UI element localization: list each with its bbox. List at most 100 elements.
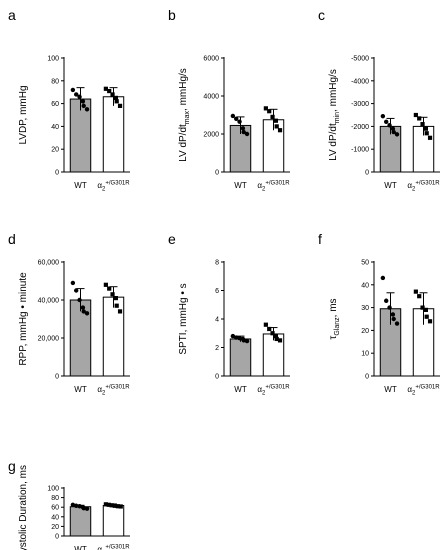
bar-mutant: [102, 96, 125, 173]
y-axis-label: LVDP, mmHg: [18, 85, 29, 144]
y-tick-label: 0: [365, 170, 369, 177]
y-tick-label: 0: [55, 170, 59, 177]
data-point: [413, 112, 418, 118]
y-tick-label: 4000: [203, 94, 219, 101]
data-point: [114, 303, 119, 308]
data-point: [424, 131, 429, 136]
data-point: [77, 297, 82, 303]
data-point: [390, 126, 396, 131]
data-point: [107, 88, 112, 94]
y-tick-label: 40: [51, 514, 59, 521]
y-tick-label: 50: [361, 260, 369, 267]
y-tick-label: 20: [51, 147, 59, 154]
category-label: α2+/G301R: [97, 385, 130, 397]
data-point: [110, 92, 115, 97]
data-point: [109, 503, 114, 508]
y-tick-label: 20: [51, 524, 59, 531]
data-point: [103, 86, 108, 91]
data-point: [84, 107, 90, 112]
bar-mutant: [102, 505, 125, 537]
data-point: [273, 118, 278, 123]
data-point: [423, 307, 428, 312]
data-point: [80, 99, 86, 104]
category-label: α2+/G301R: [407, 385, 440, 397]
y-tick-label: 60,000: [38, 260, 60, 267]
data-point: [417, 294, 422, 299]
data-point: [394, 132, 400, 137]
data-point: [70, 280, 76, 286]
y-axis-label: SPTI, mmHg • s: [178, 283, 189, 354]
data-point: [84, 311, 90, 316]
panel-e: e SPTI, mmHg • s 0 2 4 6 8 WT α2+/G301R: [168, 231, 290, 397]
panel-b: b LV dP/dtmax, mmHg/s 0 2000 4000 6000 WT α2+/G…: [168, 7, 290, 193]
data-point: [81, 505, 86, 511]
data-point: [115, 504, 120, 509]
category-label: α2+/G301R: [97, 545, 130, 550]
category-label: WT: [384, 385, 397, 394]
y-axis-label: LV dP/dtmax, mmHg/s: [178, 68, 191, 162]
bar-wt: [69, 506, 92, 537]
y-tick-label: 6: [215, 288, 219, 295]
y-tick-label: 2: [215, 345, 219, 352]
y-tick-label: 0: [215, 374, 219, 381]
y-tick-label: 0: [55, 534, 59, 541]
panel-a: a LVDP, mmHg 0 20 40 60 80 100 WT α2+/G301R: [8, 7, 130, 193]
data-point: [391, 316, 396, 322]
data-point: [103, 282, 108, 287]
data-point: [413, 289, 418, 294]
data-point: [387, 305, 392, 310]
category-label: WT: [74, 385, 87, 394]
y-axis-label: τGlanz, ms: [328, 298, 341, 339]
y-tick-label: 80: [51, 78, 59, 85]
data-point: [230, 113, 236, 119]
y-axis-label: Systolic Duration, ms: [18, 465, 29, 550]
y-tick-label: -4000: [351, 78, 369, 85]
data-point: [240, 126, 246, 131]
category-label: WT: [234, 181, 247, 190]
y-tick-label: -5000: [351, 56, 369, 63]
data-point: [380, 275, 386, 281]
y-tick-label: 0: [215, 170, 219, 177]
data-point: [114, 99, 119, 104]
y-tick-label: 80: [51, 495, 59, 502]
data-point: [263, 322, 268, 327]
y-tick-label: 20,000: [38, 336, 60, 343]
data-point: [420, 122, 425, 127]
panel-letter: b: [168, 7, 176, 23]
data-point: [74, 503, 79, 508]
data-point: [74, 288, 79, 293]
panel-letter: g: [8, 458, 16, 474]
data-point: [387, 123, 392, 128]
y-tick-label: 6000: [203, 56, 219, 63]
data-point: [270, 331, 275, 336]
panel-d: d RPP, mmHg • minute 0 20,000 40,000 60,000 WT…: [8, 231, 130, 397]
data-point: [380, 113, 386, 119]
data-point: [390, 312, 396, 317]
data-point: [77, 94, 82, 99]
data-point: [81, 309, 86, 314]
category-label: WT: [234, 385, 247, 394]
data-point: [84, 506, 90, 511]
bar-wt: [229, 338, 252, 377]
data-point: [273, 334, 278, 339]
y-tick-label: -1000: [351, 147, 369, 154]
category-label: α2+/G301R: [257, 385, 290, 397]
y-tick-label: -3000: [351, 101, 369, 108]
category-label: α2+/G301R: [257, 181, 290, 193]
data-point: [277, 338, 283, 343]
data-point: [277, 128, 283, 133]
y-tick-label: 0: [365, 374, 369, 381]
panel-letter: f: [318, 231, 322, 247]
y-tick-label: 60: [51, 505, 59, 512]
data-point: [423, 126, 428, 131]
y-tick-label: 2000: [203, 132, 219, 139]
y-tick-label: 100: [47, 56, 59, 63]
data-point: [117, 309, 123, 314]
data-point: [107, 286, 112, 291]
data-point: [420, 305, 425, 310]
y-tick-label: 30: [361, 305, 369, 312]
data-point: [241, 338, 246, 343]
data-point: [384, 298, 389, 303]
y-tick-label: -2000: [351, 124, 369, 131]
